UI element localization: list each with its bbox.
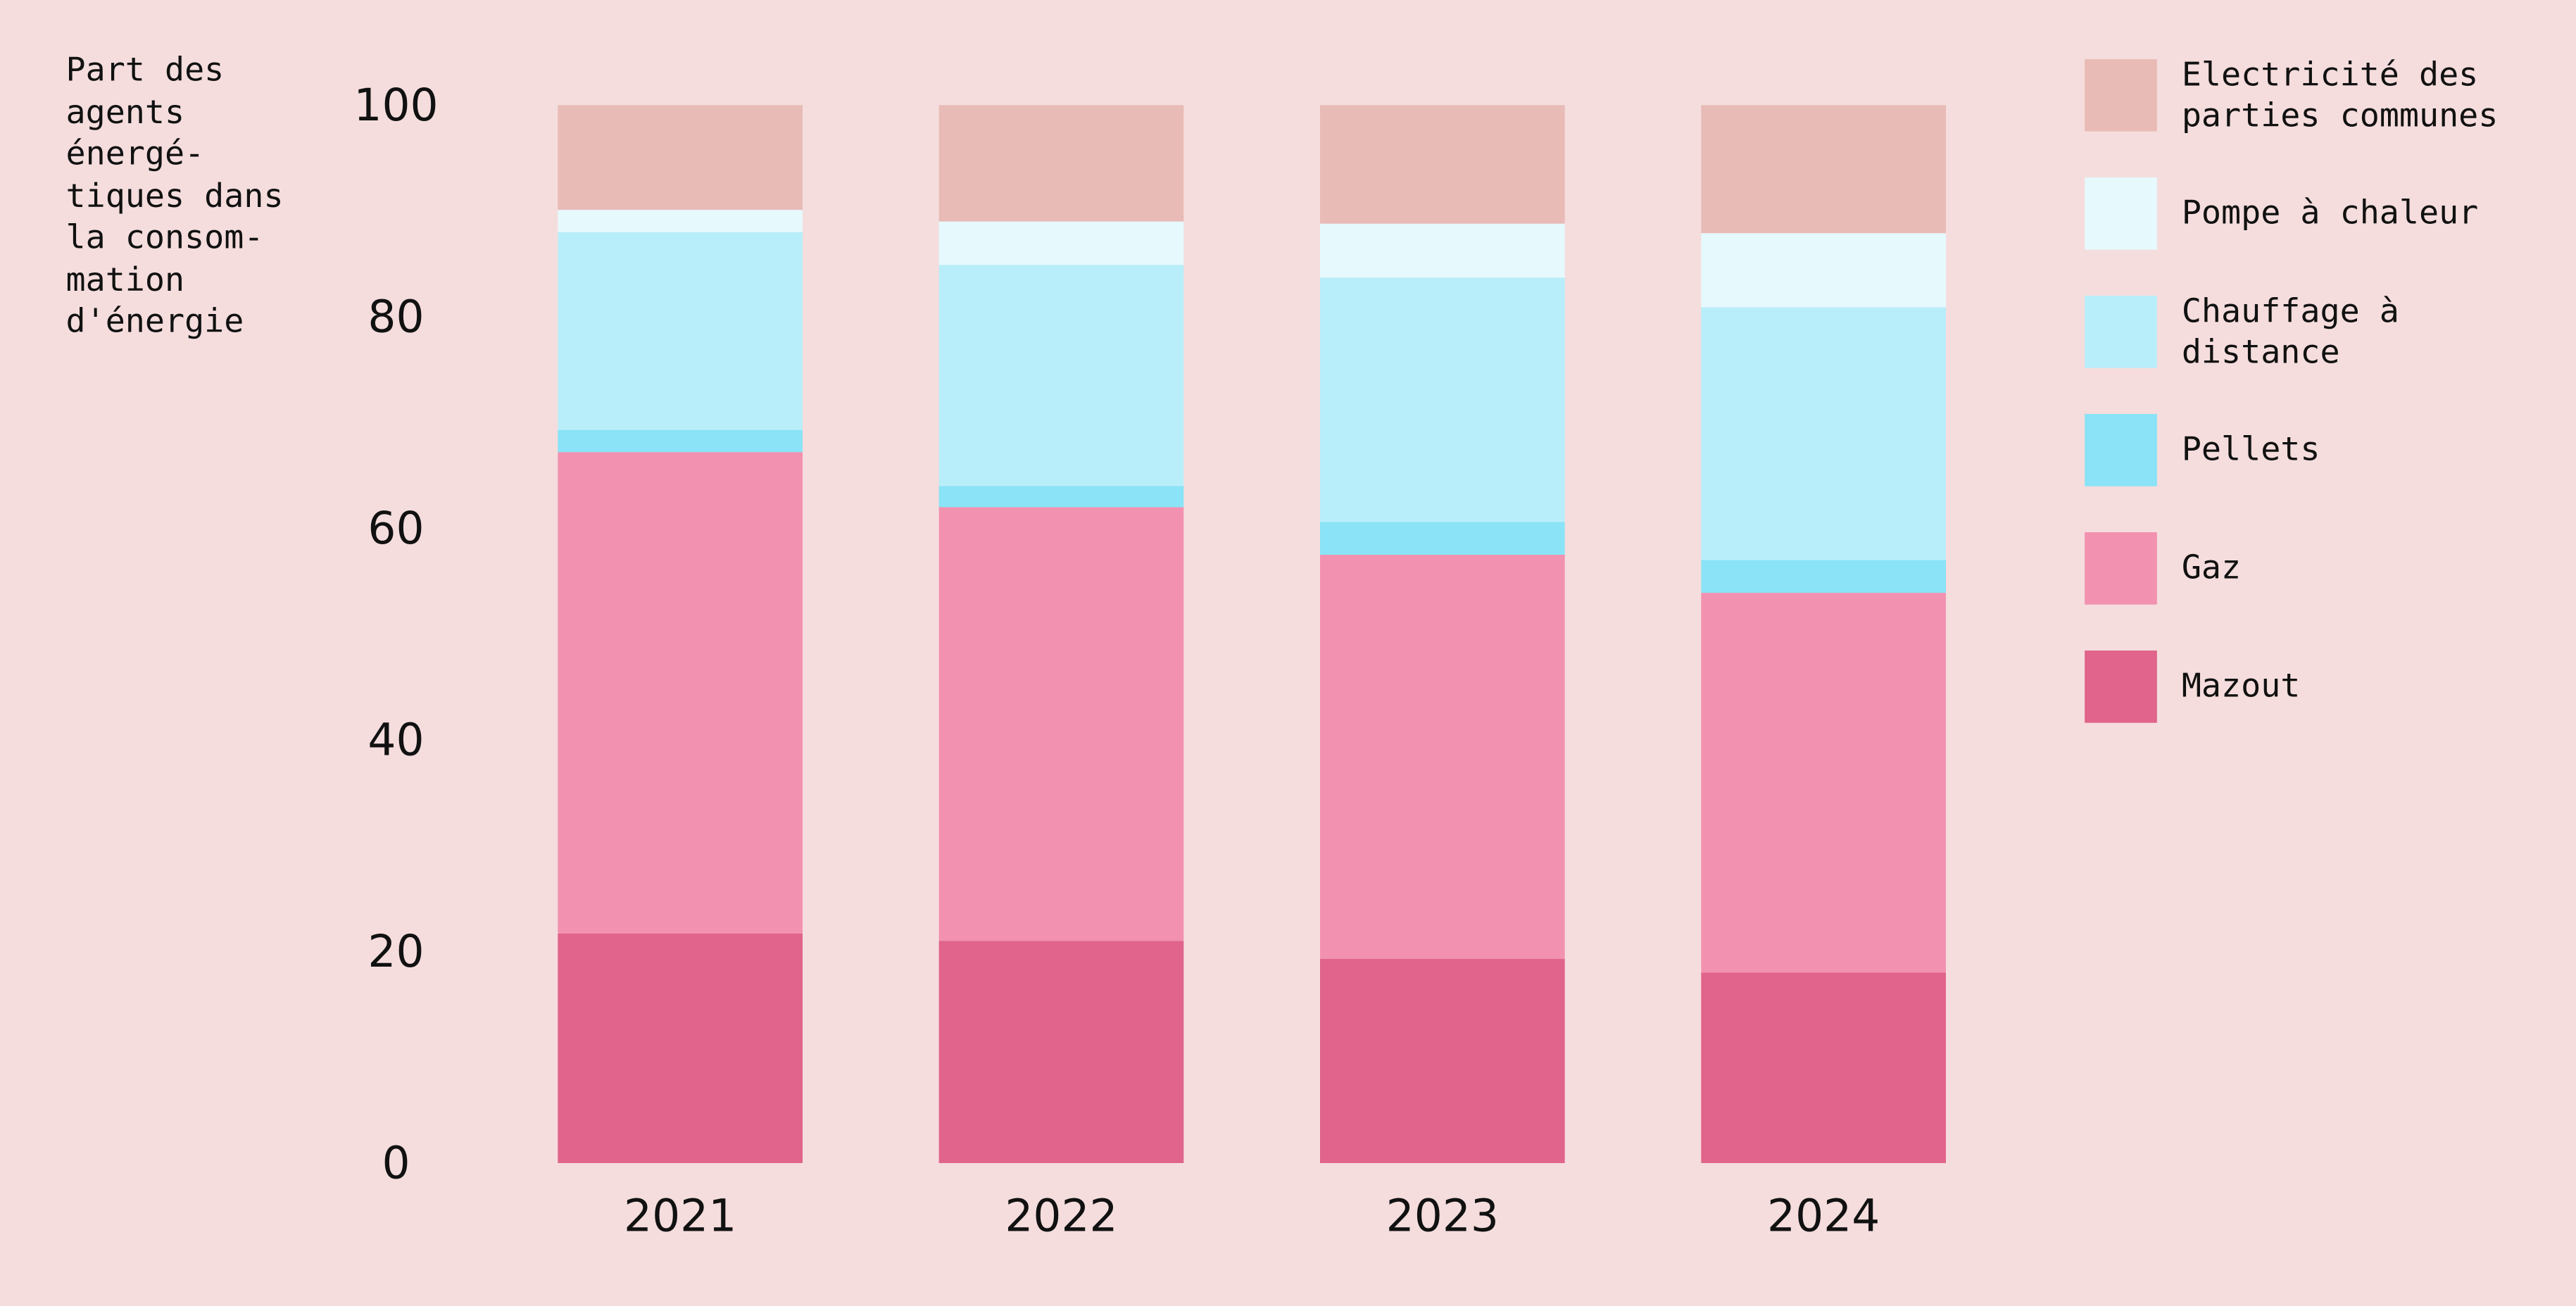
y-axis-label-box: Part des agents énergé-tiques dans la conso… [66, 49, 346, 343]
legend-box: Electricité des parties communes [2182, 51, 2551, 139]
legend-swatch [2085, 414, 2157, 486]
legend-text: Electricité des parties communes [2181, 53, 2499, 135]
legend-box: Pompe à chaleur [2182, 169, 2551, 258]
y-axis-label-line: tiques dans [65, 175, 284, 215]
y-axis-label-line: mation [65, 258, 185, 299]
bar-segment [1701, 972, 1946, 1163]
legend-swatch [2085, 296, 2157, 368]
legend-box: Gaz [2182, 524, 2551, 613]
bar-segment [938, 265, 1184, 486]
y-axis-label-line: Part des [65, 49, 225, 89]
x-tick-label: 2021 [624, 1190, 736, 1241]
legend-text: Chauffage à distance [2181, 289, 2399, 372]
bar-segment [558, 210, 803, 232]
legend-swatch [2085, 532, 2157, 605]
y-axis-label-line: énergé- [65, 133, 205, 172]
legend-text: Pellets [2181, 429, 2320, 469]
bar-segment [938, 941, 1184, 1163]
y-axis-label-line: d'énergie [65, 301, 244, 340]
bar-segment [558, 933, 803, 1163]
legend-box: Chauffage à distance [2182, 287, 2551, 376]
bar-segment [1701, 307, 1946, 560]
bar-segment [1320, 223, 1565, 278]
legend-label: Electricité des parties communes [2182, 51, 2551, 139]
legend-box: Mazout [2182, 642, 2551, 731]
bar-segment [938, 507, 1184, 941]
bar-segment [1320, 277, 1565, 522]
x-tick-label: 2024 [1767, 1190, 1880, 1241]
y-axis-label-line: agents [65, 91, 185, 131]
bar-segment [938, 486, 1184, 508]
legend-swatch [2085, 59, 2157, 132]
legend-label: Gaz [2182, 524, 2551, 613]
bar-segment [558, 429, 803, 453]
legend-label: Pompe à chaleur [2182, 169, 2551, 258]
bar-segment [938, 221, 1184, 265]
legend-swatch [2085, 177, 2157, 250]
legend-label: Chauffage à distance [2182, 287, 2551, 376]
bar-segment [938, 105, 1184, 222]
y-axis-label-line: la consom- [65, 217, 264, 256]
bar-segment [1320, 522, 1565, 555]
legend-swatch [2085, 651, 2157, 723]
x-tick-label: 2022 [1005, 1190, 1117, 1241]
bar-segment [1701, 560, 1946, 594]
bar-segment [1320, 554, 1565, 959]
y-tick-label: 0 [382, 1138, 410, 1189]
y-tick-label: 100 [353, 80, 438, 131]
bar-segment [558, 452, 803, 934]
bar-segment [558, 232, 803, 430]
legend-text: Mazout [2181, 665, 2301, 705]
bar-segment [1320, 958, 1565, 1163]
x-tick-label: 2023 [1386, 1190, 1499, 1241]
legend-text: Gaz [2181, 547, 2242, 587]
bar-segment [558, 105, 803, 211]
legend-label: Mazout [2182, 642, 2551, 731]
bar-segment [1320, 105, 1565, 224]
bar-segment [1701, 105, 1946, 234]
y-tick-label: 20 [367, 926, 424, 977]
y-tick-label: 80 [367, 291, 424, 343]
bar-segment [1701, 593, 1946, 973]
legend-label: Pellets [2182, 406, 2551, 494]
bar-segment [1701, 233, 1946, 308]
legend-box: Pellets [2182, 406, 2551, 494]
y-tick-label: 40 [367, 715, 424, 766]
y-tick-label: 60 [367, 503, 424, 554]
legend-text: Pompe à chaleur [2181, 192, 2479, 232]
